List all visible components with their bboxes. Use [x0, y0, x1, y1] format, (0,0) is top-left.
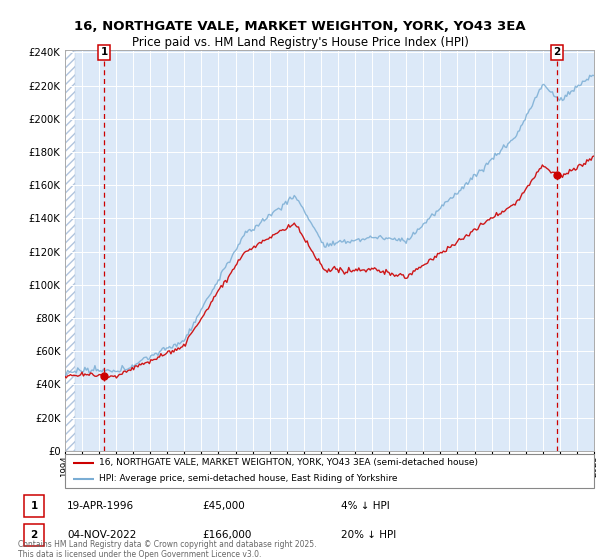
- Text: £45,000: £45,000: [202, 501, 245, 511]
- Text: Contains HM Land Registry data © Crown copyright and database right 2025.
This d: Contains HM Land Registry data © Crown c…: [18, 540, 317, 559]
- Text: 16, NORTHGATE VALE, MARKET WEIGHTON, YORK, YO43 3EA (semi-detached house): 16, NORTHGATE VALE, MARKET WEIGHTON, YOR…: [99, 459, 478, 468]
- Text: 04-NOV-2022: 04-NOV-2022: [67, 530, 136, 540]
- Text: 2: 2: [554, 48, 561, 57]
- Text: 19-APR-1996: 19-APR-1996: [67, 501, 134, 511]
- Text: 16, NORTHGATE VALE, MARKET WEIGHTON, YORK, YO43 3EA: 16, NORTHGATE VALE, MARKET WEIGHTON, YOR…: [74, 20, 526, 32]
- Text: £166,000: £166,000: [202, 530, 251, 540]
- FancyBboxPatch shape: [25, 524, 44, 546]
- Point: [553, 171, 562, 180]
- Polygon shape: [65, 32, 75, 451]
- FancyBboxPatch shape: [65, 454, 594, 488]
- FancyBboxPatch shape: [25, 496, 44, 517]
- Text: HPI: Average price, semi-detached house, East Riding of Yorkshire: HPI: Average price, semi-detached house,…: [99, 474, 398, 483]
- Text: 4% ↓ HPI: 4% ↓ HPI: [341, 501, 389, 511]
- Text: 2: 2: [31, 530, 38, 540]
- Text: 1: 1: [31, 501, 38, 511]
- Text: 1: 1: [100, 48, 107, 57]
- Text: Price paid vs. HM Land Registry's House Price Index (HPI): Price paid vs. HM Land Registry's House …: [131, 36, 469, 49]
- Point: [99, 372, 109, 381]
- Text: 20% ↓ HPI: 20% ↓ HPI: [341, 530, 396, 540]
